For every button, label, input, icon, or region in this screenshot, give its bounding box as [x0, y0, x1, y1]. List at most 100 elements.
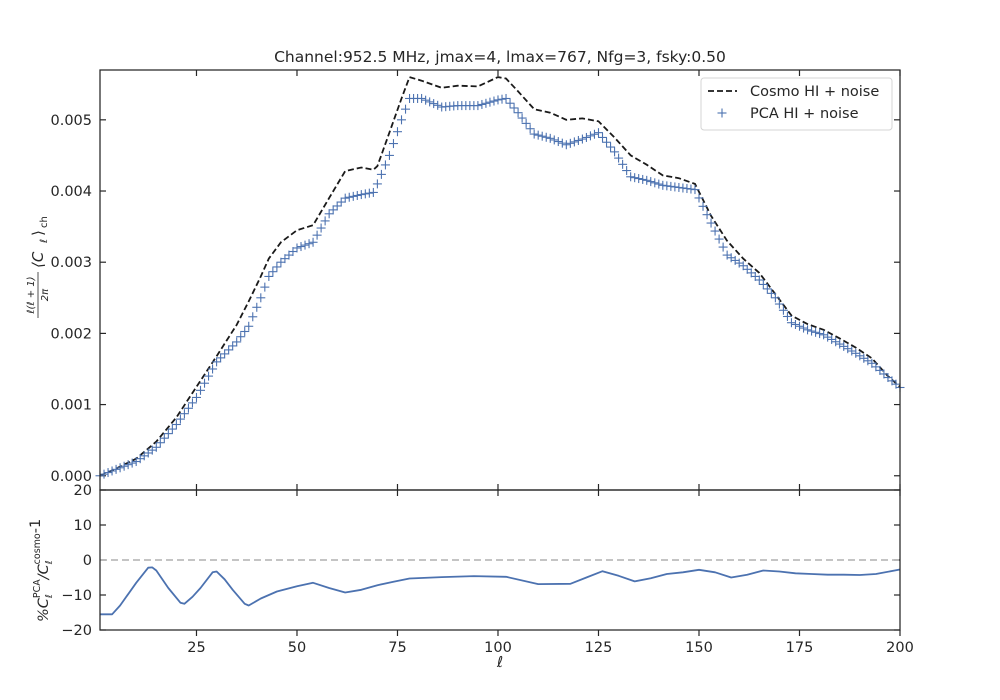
pca-marker	[654, 179, 664, 189]
pca-marker	[175, 414, 185, 424]
pca-marker-series	[95, 93, 905, 481]
pca-marker	[577, 134, 587, 144]
pca-marker	[549, 135, 559, 145]
pca-marker	[167, 424, 177, 434]
pca-marker	[557, 138, 567, 148]
pca-marker	[875, 365, 885, 375]
pca-marker	[216, 353, 226, 363]
pca-marker	[111, 464, 121, 474]
bottom-x-axis: 25 50 75 100 125 150 175 200	[187, 490, 914, 656]
pca-marker	[316, 223, 326, 233]
pca-marker	[236, 332, 246, 342]
bottom-ylabel-slash-c: /C	[36, 563, 52, 581]
pca-marker	[589, 129, 599, 139]
pca-marker	[332, 201, 342, 211]
pca-marker	[786, 318, 796, 328]
pca-marker	[368, 187, 378, 197]
top-y-axis: 0.000 0.001 0.002 0.003 0.004 0.005	[50, 113, 900, 485]
pca-marker	[598, 132, 608, 142]
pca-marker	[847, 346, 857, 356]
pca-marker	[171, 420, 181, 430]
pca-marker	[742, 264, 752, 274]
pca-marker	[843, 344, 853, 354]
pca-marker	[573, 135, 583, 145]
pca-marker	[799, 323, 809, 333]
top-ylabel-numerator: ℓ(ℓ + 1)	[26, 276, 37, 313]
pca-marker	[871, 362, 881, 372]
top-y-axis-label: ℓ(ℓ + 1) 2π ⟨C ℓ ⟩ ch	[26, 216, 51, 318]
pca-marker	[561, 140, 571, 150]
pca-marker	[622, 166, 632, 176]
pca-marker	[397, 115, 407, 125]
pca-marker	[790, 319, 800, 329]
pca-marker	[646, 177, 656, 187]
pca-marker	[585, 131, 595, 141]
pca-marker	[280, 254, 290, 264]
pca-marker	[248, 312, 258, 322]
pca-marker	[565, 138, 575, 148]
pca-marker	[252, 302, 262, 312]
pca-marker	[642, 175, 652, 185]
bottom-x-tick-label: 50	[288, 640, 306, 656]
top-y-tick-label: 0.001	[50, 398, 92, 414]
pca-marker	[288, 247, 298, 257]
bottom-axes-frame	[99, 489, 901, 631]
pca-marker	[272, 262, 282, 272]
pca-marker	[481, 98, 491, 108]
legend: Cosmo HI + noise PCA HI + noise	[700, 77, 893, 131]
top-ylabel-bracket-open: ⟨C	[29, 251, 47, 268]
pca-marker	[497, 94, 507, 104]
pca-marker	[260, 282, 270, 292]
pca-marker	[284, 250, 294, 260]
pca-marker	[606, 142, 616, 152]
legend-box	[700, 77, 893, 131]
pca-marker	[324, 209, 334, 219]
pca-marker	[638, 174, 648, 184]
chart-title: Channel:952.5 MHz, jmax=4, lmax=767, Nfg…	[274, 48, 726, 66]
pca-marker	[774, 299, 784, 309]
top-y-tick-label: 0.005	[50, 113, 92, 129]
pca-marker	[706, 218, 716, 228]
pca-marker	[819, 330, 829, 340]
pca-marker	[762, 284, 772, 294]
bottom-y-tick-label: 20	[74, 483, 92, 499]
pca-marker	[626, 172, 636, 182]
pca-marker	[348, 191, 358, 201]
pca-marker	[758, 279, 768, 289]
pca-marker	[581, 132, 591, 142]
pca-marker	[228, 341, 238, 351]
svg-text:%CℓPCA/Cℓcosmo-1: %CℓPCA/Cℓcosmo-1	[28, 519, 55, 622]
pca-marker	[505, 98, 515, 108]
pca-marker	[300, 240, 310, 250]
pca-marker	[244, 321, 254, 331]
top-y-tick-label: 0.004	[50, 184, 92, 200]
bottom-x-tick-label: 200	[886, 640, 914, 656]
pca-marker	[803, 325, 813, 335]
pca-marker	[232, 337, 242, 347]
pca-marker	[433, 100, 443, 110]
pca-marker	[835, 339, 845, 349]
pca-marker	[710, 226, 720, 236]
pca-marker	[99, 469, 109, 479]
pca-marker	[569, 137, 579, 147]
bottom-x-tick-label: 100	[484, 640, 512, 656]
pca-marker	[782, 311, 792, 321]
pca-marker	[754, 275, 764, 285]
top-ylabel-denominator: 2π	[40, 288, 51, 301]
pca-marker	[179, 409, 189, 419]
pca-marker	[537, 131, 547, 141]
bottom-x-tick-label: 125	[585, 640, 613, 656]
legend-plus-swatch	[717, 108, 727, 118]
pca-marker	[839, 341, 849, 351]
pca-marker	[750, 271, 760, 281]
top-ylabel-bracket-close: ⟩	[29, 230, 47, 236]
pca-marker	[352, 190, 362, 200]
pca-marker	[770, 293, 780, 303]
legend-entry-pca: PCA HI + noise	[750, 106, 859, 122]
pca-marker	[256, 293, 266, 303]
pca-marker	[694, 193, 704, 203]
pca-marker	[533, 130, 543, 140]
pca-marker	[336, 197, 346, 207]
pca-marker	[208, 364, 218, 374]
